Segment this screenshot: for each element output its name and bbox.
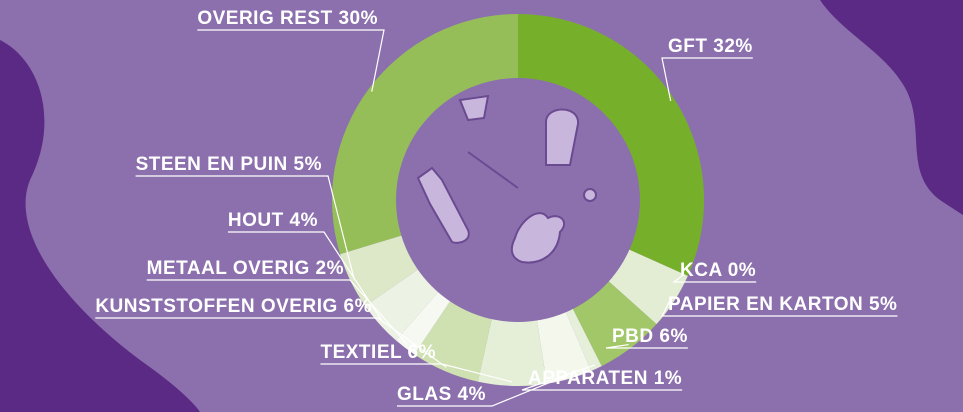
slice-label: APPARATEN 1% (528, 368, 682, 389)
slice-label: KUNSTSTOFFEN OVERIG 6% (95, 296, 372, 317)
slice-label: PBD 6% (612, 326, 688, 347)
slice-label: PAPIER EN KARTON 5% (668, 294, 897, 315)
slice-label: HOUT 4% (228, 210, 318, 231)
cap (584, 189, 596, 201)
slice-label: GFT 32% (668, 36, 753, 57)
slice-label: GLAS 4% (397, 384, 486, 405)
slice-label: STEEN EN PUIN 5% (136, 154, 322, 175)
slice-label: OVERIG REST 30% (197, 8, 378, 29)
chart: GFT 32% KCA 0% PAPIER EN KARTON 5% PBD 6% AP… (0, 0, 963, 412)
slice-label: METAAL OVERIG 2% (147, 258, 344, 279)
slice-label: KCA 0% (680, 260, 756, 281)
slice-label: TEXTIEL 6% (320, 342, 436, 363)
